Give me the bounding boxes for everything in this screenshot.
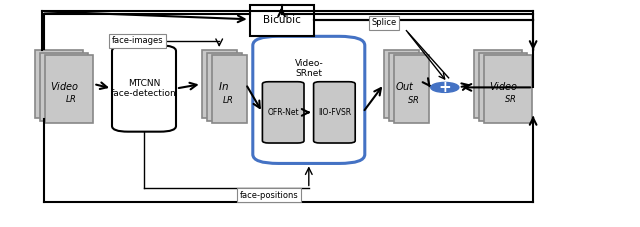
Text: $\mathit{LR}$: $\mathit{LR}$ [65, 93, 77, 104]
Text: Splice: Splice [371, 18, 397, 27]
Text: face-positions: face-positions [239, 191, 298, 200]
Text: MTCNN
face-detection: MTCNN face-detection [111, 79, 177, 98]
FancyBboxPatch shape [45, 55, 93, 123]
Text: $\mathit{LR}$: $\mathit{LR}$ [222, 94, 234, 105]
FancyBboxPatch shape [253, 36, 365, 163]
Text: $\mathit{Video}$: $\mathit{Video}$ [50, 80, 79, 92]
FancyBboxPatch shape [250, 5, 314, 36]
Text: +: + [438, 80, 451, 95]
Text: $\mathit{SR}$: $\mathit{SR}$ [407, 94, 419, 105]
FancyBboxPatch shape [384, 50, 419, 118]
Circle shape [431, 82, 459, 92]
FancyBboxPatch shape [314, 82, 355, 143]
FancyBboxPatch shape [389, 53, 424, 121]
FancyBboxPatch shape [484, 55, 532, 123]
FancyBboxPatch shape [262, 82, 304, 143]
FancyBboxPatch shape [202, 50, 237, 118]
FancyBboxPatch shape [40, 53, 88, 121]
FancyBboxPatch shape [212, 55, 247, 123]
Text: $\mathit{Video}$: $\mathit{Video}$ [490, 80, 518, 92]
FancyBboxPatch shape [112, 45, 176, 132]
FancyBboxPatch shape [207, 53, 242, 121]
Text: Video-
SRnet: Video- SRnet [294, 59, 323, 78]
FancyBboxPatch shape [479, 53, 527, 121]
FancyBboxPatch shape [394, 55, 429, 123]
Text: $\mathit{In}$: $\mathit{In}$ [218, 80, 228, 92]
Text: $\mathit{Out}$: $\mathit{Out}$ [396, 80, 415, 92]
FancyBboxPatch shape [35, 50, 83, 118]
FancyBboxPatch shape [474, 50, 522, 118]
Text: $\mathit{SR}$: $\mathit{SR}$ [504, 93, 516, 104]
Text: face-images: face-images [112, 36, 163, 45]
Text: IIO-FVSR: IIO-FVSR [318, 108, 351, 117]
Text: OFR-Net: OFR-Net [268, 108, 299, 117]
Text: Bicubic: Bicubic [262, 15, 301, 25]
